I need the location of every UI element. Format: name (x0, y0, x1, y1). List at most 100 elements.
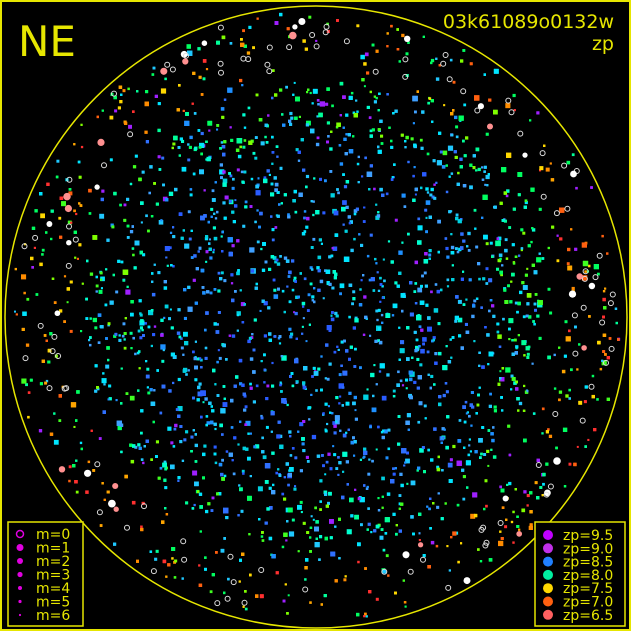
star-point (304, 578, 307, 581)
star-point-bright (46, 221, 53, 227)
star-point (205, 235, 209, 239)
star-point (338, 373, 342, 377)
star-point (302, 39, 306, 43)
marker-dot-icon (18, 599, 22, 604)
star-point (279, 381, 282, 384)
star-point (460, 542, 463, 545)
star-point (270, 192, 275, 197)
star-point (422, 172, 427, 177)
star-point (161, 156, 165, 160)
star-point (451, 134, 454, 137)
star-point (285, 539, 288, 542)
star-point (134, 352, 137, 356)
horizon-circle (4, 5, 628, 629)
star-point (220, 176, 223, 180)
star-point (459, 165, 463, 169)
star-point (265, 397, 269, 401)
star-point (516, 310, 519, 314)
star-point (536, 458, 540, 463)
star-point (379, 119, 383, 123)
star-point (304, 566, 308, 570)
star-point (157, 102, 161, 106)
star-point-open (508, 109, 515, 116)
star-point (288, 531, 295, 537)
star-point-open (313, 43, 320, 50)
star-point (54, 354, 58, 358)
star-point (208, 242, 211, 245)
star-point (366, 254, 370, 258)
star-point (284, 583, 287, 586)
star-point (404, 140, 407, 143)
star-point-open (286, 44, 293, 51)
star-point (497, 382, 501, 386)
star-point (120, 367, 123, 370)
star-point (101, 109, 104, 112)
star-point (430, 58, 435, 63)
star-point (487, 429, 491, 432)
star-point (405, 135, 409, 140)
star-point (375, 383, 378, 386)
star-point (205, 260, 208, 263)
star-point (386, 492, 391, 496)
star-point-open (180, 538, 187, 545)
star-point (493, 405, 497, 409)
star-point (539, 486, 543, 489)
star-point (440, 441, 443, 444)
star-point (354, 316, 358, 320)
star-point (190, 450, 193, 453)
star-point (49, 432, 54, 436)
star-point (324, 269, 327, 272)
star-point (316, 266, 320, 270)
star-point (116, 420, 122, 426)
star-point (545, 462, 549, 466)
star-point (249, 432, 252, 435)
star-point (148, 191, 151, 195)
star-point (447, 462, 453, 468)
star-point (465, 460, 471, 466)
size-legend-item: m=1 (16, 541, 70, 557)
star-point-open (264, 61, 271, 68)
star-point (172, 142, 176, 146)
star-point (79, 441, 83, 445)
star-point (333, 453, 337, 457)
star-point (198, 75, 202, 79)
star-point (107, 358, 110, 362)
star-point-open (402, 56, 409, 63)
star-point (236, 138, 243, 144)
star-point (342, 470, 345, 473)
star-point (521, 340, 527, 346)
star-point (328, 329, 332, 332)
star-point (472, 154, 476, 158)
star-point (194, 443, 198, 448)
star-point (394, 467, 397, 470)
star-point (348, 95, 353, 100)
star-point (417, 466, 421, 470)
star-point (356, 162, 360, 166)
star-point (313, 287, 316, 290)
star-point (591, 394, 595, 399)
star-point (220, 107, 225, 111)
star-point (388, 126, 391, 129)
star-point (440, 288, 443, 292)
star-point (138, 350, 141, 353)
star-point-open (266, 44, 273, 51)
star-point (22, 311, 27, 316)
star-point (474, 513, 478, 518)
star-point (526, 293, 532, 298)
star-point-open (218, 69, 224, 76)
star-point (421, 446, 425, 449)
star-point (115, 290, 119, 294)
star-point (435, 57, 438, 60)
star-point (469, 62, 473, 66)
star-point (430, 374, 434, 378)
star-point (242, 113, 246, 117)
star-point (532, 412, 536, 415)
star-point (109, 300, 114, 305)
star-point (239, 145, 242, 149)
star-point (301, 232, 306, 236)
star-point (169, 231, 173, 234)
star-point (406, 413, 411, 418)
star-point (165, 575, 168, 578)
star-point (174, 423, 178, 428)
star-point (128, 124, 132, 129)
